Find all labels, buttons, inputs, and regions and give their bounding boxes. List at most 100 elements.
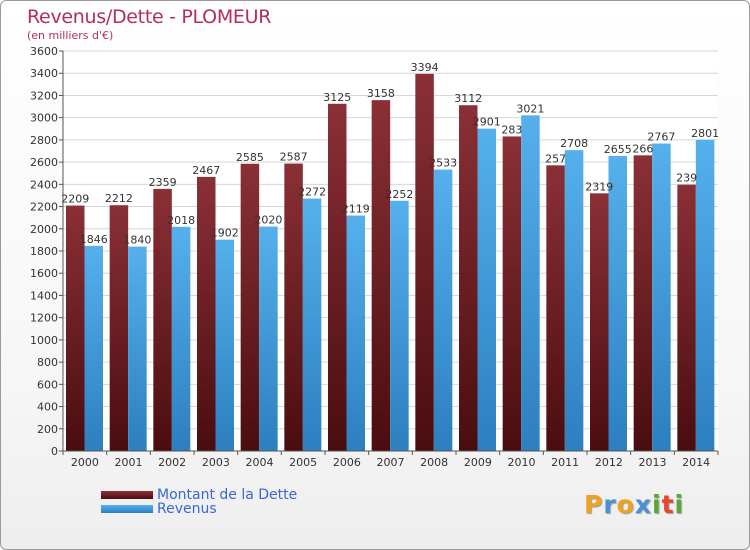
bars	[66, 73, 715, 452]
logo-letter: t	[661, 490, 675, 519]
revenue-data-label: 2901	[473, 116, 501, 129]
debt-data-label: 283	[501, 123, 522, 136]
revenue-data-label: 1846	[80, 233, 108, 246]
logo-letter: r	[603, 490, 617, 519]
debt-bar	[546, 165, 565, 452]
debt-bar	[415, 73, 434, 451]
debt-data-label: 3394	[411, 61, 439, 74]
revenue-data-label: 2020	[254, 214, 282, 227]
axes: 0200400600800100012001400160018002000220…	[30, 45, 719, 469]
y-tick-label: 600	[37, 378, 58, 391]
debt-data-label: 257	[545, 152, 566, 165]
y-tick-label: 1200	[30, 312, 58, 325]
debt-data-label: 2467	[192, 164, 220, 177]
revenue-bar	[302, 198, 322, 451]
revenue-data-label: 2801	[691, 127, 719, 140]
y-tick-label: 0	[51, 445, 58, 458]
debt-bar	[459, 105, 478, 451]
x-tick-label: 2009	[464, 456, 492, 469]
y-tick-label: 400	[37, 401, 58, 414]
revenue-data-label: 2018	[167, 214, 195, 227]
revenue-bar	[390, 200, 409, 451]
legend-item-debt: Montant de la Dette	[101, 487, 298, 503]
revenue-data-label: 2252	[385, 188, 413, 201]
debt-bar	[284, 163, 303, 452]
data-labels: 2209 1846 2212 1840 2359 2018 2467 1902 2585 2020…	[61, 61, 719, 247]
revenue-bar	[521, 115, 540, 451]
debt-data-label: 266	[632, 142, 653, 155]
revenue-bar	[84, 245, 103, 451]
logo-letter: o	[616, 490, 635, 519]
debt-bar	[153, 188, 172, 451]
x-tick-label: 2001	[115, 456, 143, 469]
x-tick-label: 2012	[595, 456, 623, 469]
y-tick-label: 3000	[30, 112, 58, 125]
chart-subtitle: (en milliers d'€)	[27, 29, 114, 42]
x-tick-label: 2011	[551, 456, 579, 469]
revenue-data-label: 3021	[516, 102, 544, 115]
logo-letter: i	[674, 490, 685, 519]
y-tick-label: 2800	[30, 134, 58, 147]
revenue-bar	[608, 156, 627, 451]
revenue-data-label: 2272	[298, 186, 326, 199]
x-tick-label: 2007	[377, 456, 405, 469]
x-tick-label: 2008	[420, 456, 448, 469]
x-tick-label: 2010	[508, 456, 536, 469]
debt-data-label: 239	[676, 172, 697, 185]
debt-bar	[590, 193, 609, 452]
debt-data-label: 3125	[323, 91, 351, 104]
x-tick-label: 2005	[289, 456, 317, 469]
revenue-bar	[652, 143, 671, 452]
revenue-bar	[564, 150, 584, 451]
debt-bar	[677, 184, 696, 451]
y-tick-label: 1400	[30, 289, 58, 302]
debt-bar	[371, 100, 391, 451]
debt-data-label: 2319	[585, 180, 613, 193]
y-tick-label: 1600	[30, 267, 58, 280]
x-tick-label: 2003	[202, 456, 230, 469]
debt-data-label: 2587	[280, 151, 308, 164]
y-tick-label: 3600	[30, 45, 58, 58]
revenue-data-label: 2708	[560, 137, 588, 150]
chart-title: Revenus/Dette - PLOMEUR	[27, 6, 272, 28]
debt-bar	[633, 155, 653, 452]
revenue-data-label: 2655	[604, 143, 632, 156]
logo-letter: i	[652, 490, 662, 519]
debt-bar	[502, 136, 522, 451]
debt-bar	[197, 176, 216, 451]
y-tick-label: 2600	[30, 156, 58, 169]
x-tick-label: 2004	[246, 456, 274, 469]
debt-data-label: 2212	[105, 192, 133, 205]
x-tick-label: 2014	[682, 456, 710, 469]
debt-bar	[109, 205, 129, 451]
debt-data-label: 2585	[236, 151, 264, 164]
debt-data-label: 3158	[367, 87, 395, 100]
y-tick-label: 3200	[30, 89, 58, 102]
x-tick-label: 2002	[158, 456, 186, 469]
y-tick-label: 1800	[30, 245, 58, 258]
revenue-bar	[215, 239, 234, 451]
legend-label-debt: Montant de la Dette	[157, 487, 298, 503]
revenue-data-label: 1902	[211, 227, 239, 240]
revenue-bar	[695, 139, 715, 451]
y-tick-label: 200	[37, 423, 58, 436]
x-tick-label: 2000	[71, 456, 99, 469]
x-tick-label: 2006	[333, 456, 361, 469]
revenue-data-label: 2119	[342, 203, 370, 216]
revenue-bar	[128, 246, 147, 451]
debt-data-label: 2359	[149, 176, 177, 189]
revenue-data-label: 2533	[429, 157, 457, 170]
debt-bar	[328, 103, 347, 452]
revenue-bar	[346, 215, 365, 451]
logo-letter: P	[584, 490, 604, 519]
y-tick-label: 2400	[30, 178, 58, 191]
y-tick-label: 1000	[30, 334, 58, 347]
debt-data-label: 2209	[61, 193, 89, 206]
x-tick-label: 2013	[639, 456, 667, 469]
legend-label-revenue: Revenus	[157, 501, 217, 517]
legend-swatch-debt	[101, 491, 153, 499]
logo-letter: x	[634, 490, 652, 519]
debt-data-label: 3112	[454, 92, 482, 105]
debt-bar	[240, 163, 260, 451]
